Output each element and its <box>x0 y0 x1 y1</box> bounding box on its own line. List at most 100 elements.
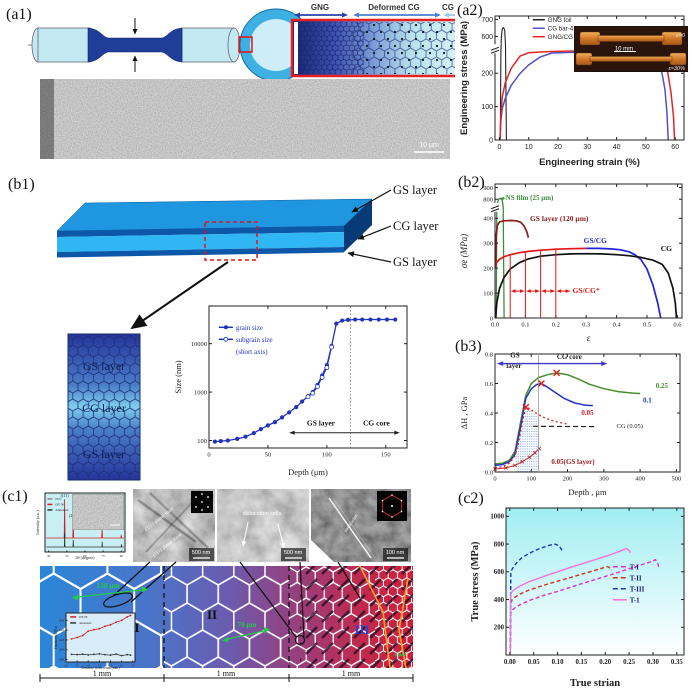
cg-zone-label: CG <box>442 3 454 12</box>
svg-text:200: 200 <box>481 71 493 78</box>
svg-text:T-I: T-I <box>630 563 639 571</box>
svg-text:True strian: True strian <box>570 678 620 689</box>
svg-text:2800: 2800 <box>59 629 65 632</box>
svg-text:30: 30 <box>583 144 591 151</box>
svg-text:Size (nm): Size (nm) <box>173 360 183 393</box>
svg-text:2.0: 2.0 <box>109 665 113 668</box>
svg-text:True stress (MPa): True stress (MPa) <box>470 541 481 622</box>
svg-text:200: 200 <box>494 625 505 632</box>
svg-text:30: 30 <box>47 554 51 558</box>
deformed-cg-zone-label: Deformed CG <box>368 3 420 12</box>
svg-text:GNG/CG bar: GNG/CG bar <box>548 34 584 41</box>
panel-label-c2: (c2) <box>458 490 484 507</box>
svg-text:GNG foil: GNG foil <box>548 17 572 24</box>
slab-zoom-arrow <box>130 261 229 330</box>
tensile-specimen-schematic <box>28 18 252 72</box>
grain-column-image: GS layer CG layer GS layer <box>67 333 141 481</box>
svg-text:2400: 2400 <box>59 639 65 642</box>
tem-image-2: dislocation cells 500 nm <box>217 489 309 562</box>
svg-text:1000: 1000 <box>194 389 207 396</box>
panel-label-a2: (a2) <box>457 2 483 19</box>
grain-size-region1-label: 130 μm <box>96 581 120 590</box>
a2-inset-specimen-photo: 10 mm ε=0 ε≈30% <box>574 26 688 72</box>
svg-text:200: 200 <box>483 265 493 272</box>
svg-text:1.0: 1.0 <box>87 665 91 668</box>
chart-c2-true-stress-strain: 0.00 0.05 0.10 0.15 0.20 0.25 0.30 0.35 200 400 60… <box>470 507 685 689</box>
gs-bottom-label: GS layer <box>393 255 438 269</box>
svg-text:600: 600 <box>494 569 505 576</box>
svg-text:0.1: 0.1 <box>521 322 529 329</box>
column-cg-label: CG layer <box>82 401 126 415</box>
svg-text:90: 90 <box>120 554 124 558</box>
svg-text:0.3: 0.3 <box>582 322 590 329</box>
svg-text:GS/CG: GS/CG <box>584 236 608 245</box>
svg-text:3200: 3200 <box>59 619 65 622</box>
svg-text:0.35: 0.35 <box>671 659 683 666</box>
panel-label-b3: (b3) <box>455 338 482 355</box>
dislocation-cells-label: dislocation cells <box>243 511 282 517</box>
svg-text:subgrain size: subgrain size <box>236 336 273 344</box>
shear-band-line-2 <box>398 577 409 669</box>
gradient-zone-annotations: GNG Deformed CG CG <box>294 3 455 18</box>
svg-text:(111): (111) <box>61 494 70 498</box>
svg-text:45: 45 <box>65 554 69 558</box>
svg-text:400: 400 <box>483 216 493 223</box>
strain-zero-label: ε=0 <box>676 33 686 39</box>
specimen-photo-undeformed <box>579 31 683 46</box>
svg-text:700: 700 <box>481 17 493 24</box>
svg-text:0.25: 0.25 <box>623 659 635 666</box>
panel-label-b1: (b1) <box>8 176 35 193</box>
svg-text:10000: 10000 <box>191 341 207 348</box>
svg-text:0: 0 <box>489 137 493 144</box>
svg-text:Annealed: Annealed <box>79 621 92 625</box>
svg-text:CG (0.05): CG (0.05) <box>617 423 643 430</box>
svg-text:10: 10 <box>525 144 533 151</box>
svg-text:0.25: 0.25 <box>656 382 669 390</box>
svg-text:GS: GS <box>510 352 519 360</box>
column-gs-top-label: GS layer <box>83 359 125 373</box>
svg-text:100: 100 <box>481 104 493 111</box>
svg-text:300: 300 <box>483 240 493 247</box>
svg-text:40: 40 <box>613 144 621 151</box>
svg-text:0.0: 0.0 <box>485 469 493 476</box>
layered-slab-schematic <box>56 198 373 330</box>
svg-text:3.0: 3.0 <box>131 665 135 668</box>
mosaic-scalebar: 1 mm 1 mm 1 mm <box>39 669 414 682</box>
svg-text:20: 20 <box>554 144 562 151</box>
chart-hardness-inset: 0.0 0.5 1.0 1.5 2.0 2.5 3.0 1600 2000 2400 2800 320… <box>54 612 136 670</box>
svg-text:Hardness(MPa): Hardness(MPa) <box>54 625 58 648</box>
svg-text:CG core: CG core <box>557 353 582 361</box>
svg-text:0: 0 <box>493 476 496 483</box>
svg-text:0.05: 0.05 <box>528 659 540 666</box>
scalebar-seg2: 1 mm <box>217 669 236 678</box>
svg-text:T-1: T-1 <box>630 596 640 604</box>
tem2-scale-label: 500 nm <box>284 550 303 556</box>
svg-text:0.5: 0.5 <box>76 665 80 668</box>
tem-image-3: nanotwins 100 nm <box>311 489 411 562</box>
svg-text:0.1: 0.1 <box>643 397 652 405</box>
slab-layer-callouts: GS layer CG layer GS layer <box>347 183 439 269</box>
svg-text:2.5: 2.5 <box>120 665 124 668</box>
panel-label-a1: (a1) <box>6 6 32 23</box>
panel-label-c1: (c1) <box>2 488 28 505</box>
svg-text:0.2: 0.2 <box>485 440 493 447</box>
svg-text:ΔH , GPa: ΔH , GPa <box>459 396 469 429</box>
svg-text:Engineering strain (%): Engineering strain (%) <box>539 157 640 168</box>
svg-text:Depth , μm: Depth , μm <box>568 487 607 497</box>
svg-text:0.0: 0.0 <box>64 665 68 668</box>
region-3-label: III <box>354 622 369 637</box>
svg-text:Intensity (a.u.): Intensity (a.u.) <box>35 510 40 535</box>
svg-text:T-II: T-II <box>630 574 642 582</box>
svg-text:ε: ε <box>587 333 591 343</box>
svg-text:900: 900 <box>483 185 493 192</box>
svg-text:50: 50 <box>265 452 272 459</box>
svg-text:0.30: 0.30 <box>647 659 659 666</box>
chart-b3-hardening-depth: 0 100 200 300 400 500 0.0 0.2 0.4 0.6 0.8 Depth , μ… <box>459 351 681 497</box>
svg-text:0.4: 0.4 <box>613 322 622 329</box>
svg-text:DT-50: DT-50 <box>55 503 64 507</box>
svg-text:60: 60 <box>671 144 679 151</box>
tem-image-1: (111) planar trace (111) planar trace 50… <box>133 489 215 562</box>
svg-text:layer: layer <box>506 362 521 370</box>
gng-zone-label: GNG <box>311 3 329 12</box>
